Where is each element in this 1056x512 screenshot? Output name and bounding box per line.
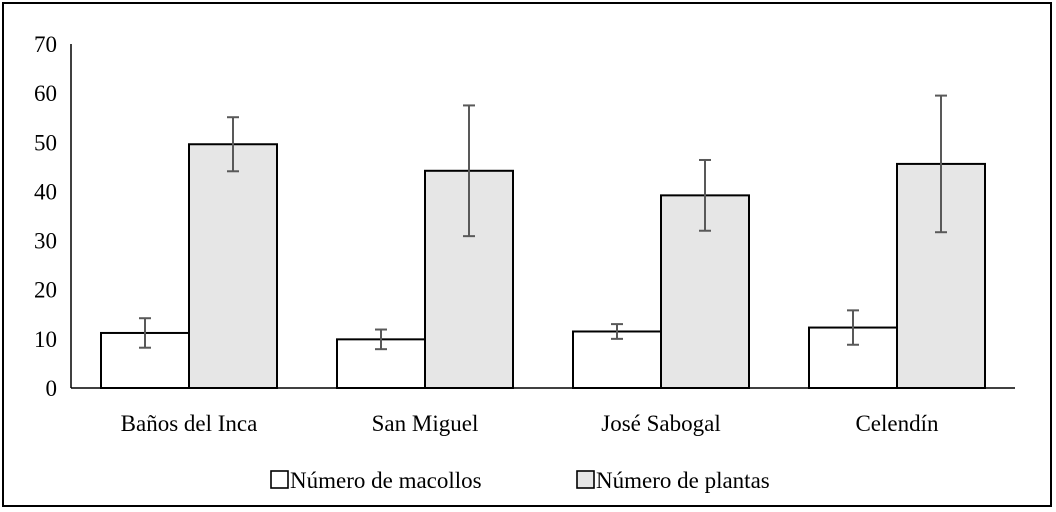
y-tick-label-20: 20 — [34, 278, 57, 303]
legend-label-macollos: Número de macollos — [290, 468, 482, 493]
legend-swatch-plantas — [576, 470, 595, 489]
error-bar-macollos-1 — [375, 328, 387, 351]
y-tick-label-70: 70 — [34, 32, 57, 57]
error-bar-plantas-2 — [699, 158, 711, 232]
legend-label-plantas: Número de plantas — [596, 468, 770, 493]
error-bar-plantas-1 — [463, 104, 475, 238]
legend-swatch-macollos — [270, 470, 289, 489]
x-tick-label-0: Baños del Inca — [121, 411, 258, 436]
y-axis-ticks: 0 10 20 30 40 50 60 70 — [34, 32, 57, 401]
error-bar-macollos-0 — [139, 317, 151, 349]
bar-plantas-0 — [188, 143, 278, 389]
bar-macollos-2 — [572, 330, 662, 390]
y-tick-label-10: 10 — [34, 327, 57, 352]
x-axis-ticks: Baños del Inca San Miguel José Sabogal Cele… — [121, 411, 939, 436]
error-bar-macollos-2 — [611, 323, 623, 340]
error-bar-macollos-3 — [847, 309, 859, 346]
error-bar-plantas-0 — [227, 116, 239, 173]
x-tick-label-1: San Miguel — [372, 411, 479, 436]
y-tick-label-30: 30 — [34, 229, 57, 254]
legend: Número de macollos Número de plantas — [270, 468, 770, 493]
axes — [70, 44, 1015, 389]
error-bar-plantas-3 — [935, 94, 947, 234]
y-tick-label-50: 50 — [34, 130, 57, 155]
bars — [100, 94, 986, 390]
x-tick-label-3: Celendín — [855, 411, 939, 436]
y-tick-label-40: 40 — [34, 179, 57, 204]
x-tick-label-2: José Sabogal — [601, 411, 720, 436]
y-tick-label-60: 60 — [34, 81, 57, 106]
y-tick-label-0: 0 — [46, 376, 58, 401]
